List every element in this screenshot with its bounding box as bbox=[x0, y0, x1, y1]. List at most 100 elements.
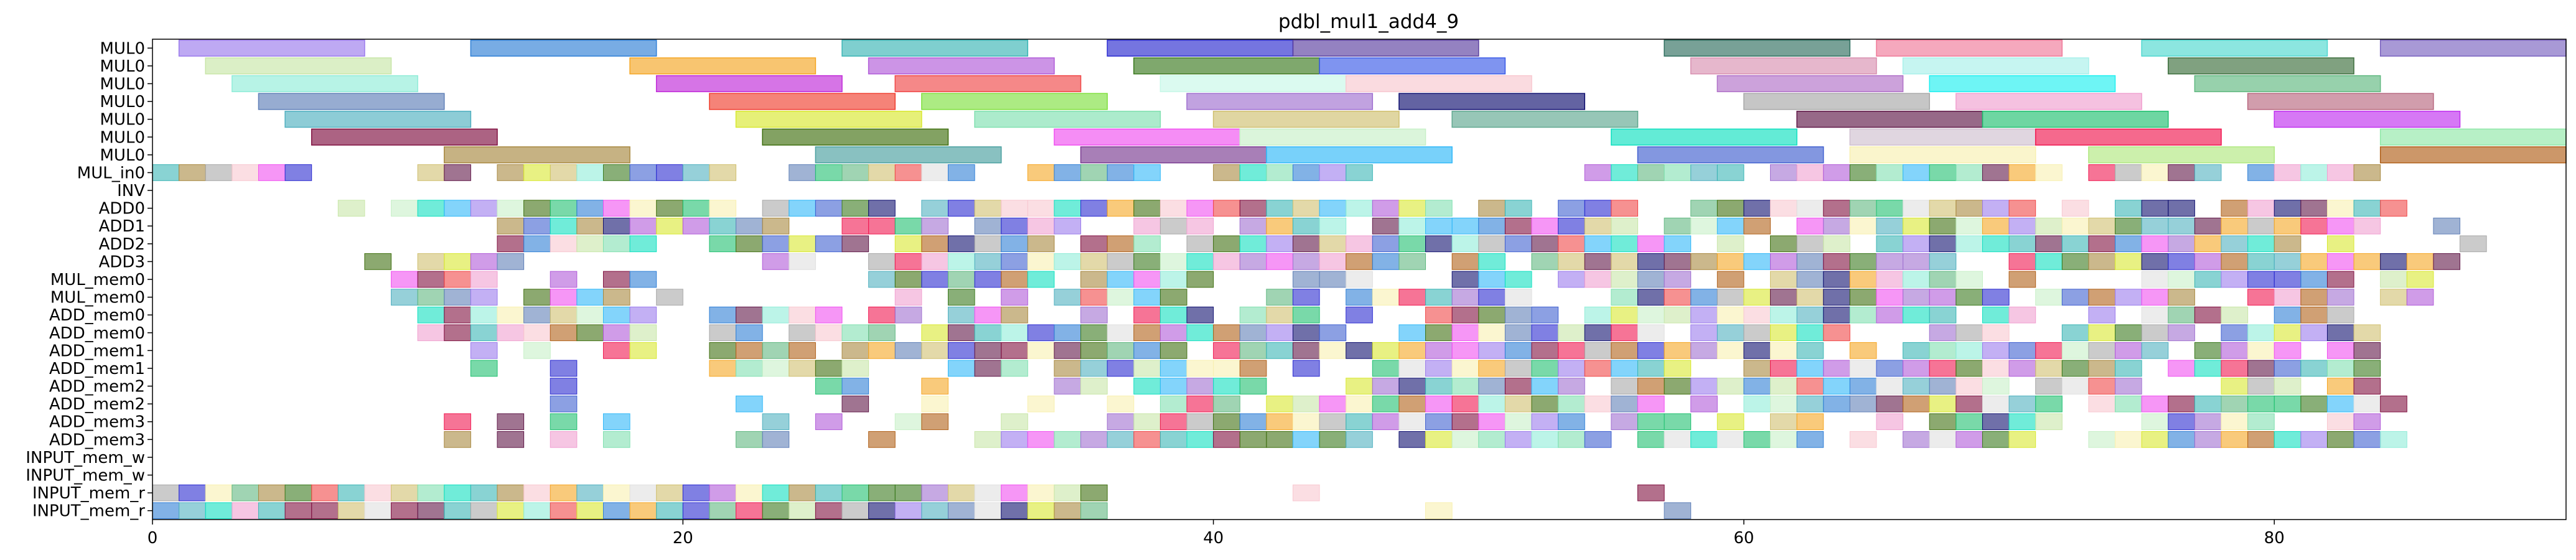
cell-block-672 bbox=[1531, 378, 1559, 394]
cell-block-85 bbox=[1027, 200, 1055, 217]
cell-block-532 bbox=[2221, 324, 2249, 342]
cell-block-373 bbox=[550, 289, 578, 306]
cell-block-695 bbox=[2274, 378, 2302, 394]
cell-block-77 bbox=[789, 200, 816, 217]
cell-block-97 bbox=[1346, 200, 1373, 217]
cell-block-783 bbox=[1982, 413, 2010, 431]
cell-block-302 bbox=[2035, 253, 2063, 270]
cell-block-252 bbox=[2274, 235, 2302, 253]
cell-block-118 bbox=[2008, 200, 2036, 217]
cell-block-331 bbox=[1027, 271, 1055, 288]
cell-block-912 bbox=[841, 502, 869, 520]
cell-block-519 bbox=[1717, 324, 1745, 342]
cell-block-245 bbox=[2088, 235, 2116, 253]
cell-block-348 bbox=[1717, 271, 1745, 288]
cell-block-827 bbox=[1743, 431, 1771, 448]
y-tick-label: MUL0 bbox=[100, 57, 146, 76]
cell-block-817 bbox=[1451, 431, 1479, 448]
cell-block-652 bbox=[2326, 360, 2354, 377]
cell-block-660 bbox=[1133, 378, 1161, 394]
bar-mul0-43 bbox=[1054, 128, 1240, 146]
cell-block-412 bbox=[2115, 289, 2142, 306]
cell-block-293 bbox=[1743, 253, 1771, 270]
cell-block-334 bbox=[1133, 271, 1161, 288]
cell-block-421 bbox=[417, 306, 445, 324]
cell-block-635 bbox=[1849, 360, 1877, 377]
cell-block-881 bbox=[1027, 484, 1055, 502]
cell-block-877 bbox=[921, 484, 948, 502]
cell-block-351 bbox=[1823, 271, 1850, 288]
cell-block-556 bbox=[1107, 342, 1135, 359]
cell-block-479 bbox=[470, 324, 498, 342]
cell-block-487 bbox=[736, 324, 763, 342]
cell-block-466 bbox=[1929, 306, 1957, 324]
cell-block-748 bbox=[497, 413, 525, 431]
cell-block-46 bbox=[1903, 164, 1930, 181]
cell-block-697 bbox=[2353, 378, 2381, 394]
cell-block-540 bbox=[602, 342, 630, 359]
cell-block-727 bbox=[1849, 395, 1877, 413]
cell-block-435 bbox=[868, 306, 896, 324]
cell-block-563 bbox=[1319, 342, 1347, 359]
cell-block-35 bbox=[1584, 164, 1612, 181]
cell-block-558 bbox=[1159, 342, 1187, 359]
cell-block-693 bbox=[2221, 378, 2249, 394]
cell-block-229 bbox=[1584, 235, 1612, 253]
y-tick-label: MUL0 bbox=[100, 93, 146, 111]
cell-block-883 bbox=[1080, 484, 1108, 502]
cell-block-5 bbox=[284, 164, 312, 181]
cell-block-524 bbox=[1929, 324, 1957, 342]
cell-block-352 bbox=[1849, 271, 1877, 288]
cell-block-463 bbox=[1849, 306, 1877, 324]
cell-block-628 bbox=[1611, 360, 1638, 377]
cell-block-129 bbox=[2380, 200, 2407, 217]
cell-block-161 bbox=[1504, 217, 1532, 235]
cell-block-251 bbox=[2247, 235, 2275, 253]
cell-block-88 bbox=[1107, 200, 1135, 217]
cell-block-384 bbox=[1159, 289, 1187, 306]
cell-block-717 bbox=[1531, 395, 1559, 413]
cell-block-599 bbox=[470, 360, 498, 377]
cell-block-38 bbox=[1664, 164, 1692, 181]
cell-block-224 bbox=[1451, 235, 1479, 253]
bar-mul0-52 bbox=[1266, 146, 1453, 164]
cell-block-287 bbox=[1584, 253, 1612, 270]
cell-block-368 bbox=[391, 289, 418, 306]
bar-mul0-11 bbox=[868, 57, 1055, 75]
cell-block-295 bbox=[1796, 253, 1824, 270]
bar-mul0-22 bbox=[1717, 75, 1904, 93]
cell-block-676 bbox=[1664, 378, 1692, 394]
cell-block-834 bbox=[1982, 431, 2010, 448]
cell-block-583 bbox=[1903, 342, 1930, 359]
cell-block-257 bbox=[444, 253, 471, 270]
cell-block-246 bbox=[2115, 235, 2142, 253]
cell-block-381 bbox=[1080, 289, 1108, 306]
bar-mul0-9 bbox=[205, 57, 392, 75]
cell-block-202 bbox=[789, 235, 816, 253]
cell-block-492 bbox=[921, 324, 948, 342]
cell-block-568 bbox=[1451, 342, 1479, 359]
cell-block-674 bbox=[1611, 378, 1638, 394]
cell-block-585 bbox=[1955, 342, 1983, 359]
cell-block-904 bbox=[629, 502, 657, 520]
cell-block-15 bbox=[682, 164, 710, 181]
cell-block-640 bbox=[1982, 360, 2010, 377]
cell-block-19 bbox=[841, 164, 869, 181]
cell-block-222 bbox=[1398, 235, 1426, 253]
cell-block-392 bbox=[1478, 289, 1506, 306]
cell-block-357 bbox=[2008, 271, 2036, 288]
cell-block-878 bbox=[947, 484, 975, 502]
cell-block-469 bbox=[2088, 306, 2116, 324]
y-tick-label: ADD1 bbox=[99, 217, 145, 236]
cell-block-416 bbox=[2274, 289, 2302, 306]
cell-block-476 bbox=[2326, 306, 2354, 324]
cell-block-208 bbox=[974, 235, 1002, 253]
bar-mul0-15 bbox=[1902, 57, 2089, 75]
cell-block-76 bbox=[762, 200, 790, 217]
cell-block-811 bbox=[1266, 431, 1293, 448]
cell-block-436 bbox=[894, 306, 922, 324]
cell-block-223 bbox=[1425, 235, 1453, 253]
cell-block-175 bbox=[1929, 217, 1957, 235]
cell-block-116 bbox=[1955, 200, 1983, 217]
cell-block-308 bbox=[2194, 253, 2222, 270]
